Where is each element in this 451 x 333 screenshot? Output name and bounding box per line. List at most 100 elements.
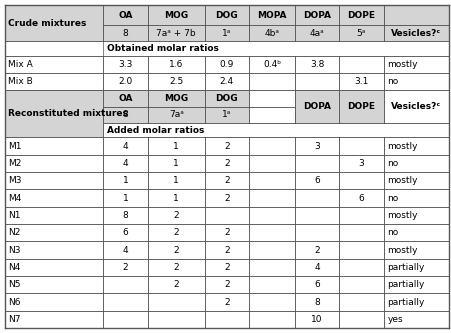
Bar bbox=[384, 5, 449, 25]
Bar bbox=[339, 25, 384, 41]
Text: 4bᵃ: 4bᵃ bbox=[264, 29, 280, 38]
Bar bbox=[5, 123, 103, 138]
Text: Reconstituted mixtures: Reconstituted mixtures bbox=[8, 110, 128, 119]
Text: 2: 2 bbox=[174, 228, 179, 237]
Text: Mix A: Mix A bbox=[8, 60, 33, 69]
Bar bbox=[295, 25, 339, 41]
Text: mostly: mostly bbox=[387, 142, 418, 151]
Bar bbox=[339, 5, 384, 25]
Text: N4: N4 bbox=[8, 263, 20, 272]
Text: partially: partially bbox=[387, 297, 424, 306]
Text: 2: 2 bbox=[224, 176, 230, 185]
Text: mostly: mostly bbox=[387, 211, 418, 220]
Bar bbox=[295, 91, 339, 123]
Text: 2: 2 bbox=[224, 245, 230, 254]
Bar bbox=[103, 91, 148, 107]
Text: N5: N5 bbox=[8, 280, 21, 289]
Text: Crude mixtures: Crude mixtures bbox=[8, 19, 87, 28]
Text: OA: OA bbox=[118, 94, 133, 103]
Bar bbox=[5, 91, 103, 138]
Text: partially: partially bbox=[387, 280, 424, 289]
Bar bbox=[103, 107, 148, 123]
Text: 1: 1 bbox=[173, 193, 179, 202]
Text: DOPA: DOPA bbox=[303, 102, 331, 111]
Text: mostly: mostly bbox=[387, 60, 418, 69]
Text: mostly: mostly bbox=[387, 176, 418, 185]
Text: DOPE: DOPE bbox=[347, 11, 375, 20]
Text: 2.5: 2.5 bbox=[169, 77, 184, 86]
Text: 1: 1 bbox=[173, 159, 179, 168]
Text: Vesicles?ᶜ: Vesicles?ᶜ bbox=[391, 29, 441, 38]
Text: 2.0: 2.0 bbox=[119, 77, 133, 86]
Text: 10: 10 bbox=[311, 315, 323, 324]
Text: 3.1: 3.1 bbox=[354, 77, 368, 86]
Text: 4aᵃ: 4aᵃ bbox=[310, 29, 324, 38]
Text: N3: N3 bbox=[8, 245, 21, 254]
Text: 0.4ᵇ: 0.4ᵇ bbox=[263, 60, 281, 69]
Text: 4: 4 bbox=[314, 263, 320, 272]
Text: 2: 2 bbox=[224, 297, 230, 306]
Text: no: no bbox=[387, 228, 399, 237]
Text: 2: 2 bbox=[314, 245, 320, 254]
Bar bbox=[148, 5, 205, 25]
Text: 7aᵃ + 7b: 7aᵃ + 7b bbox=[156, 29, 196, 38]
Bar bbox=[148, 25, 205, 41]
Text: N7: N7 bbox=[8, 315, 21, 324]
Text: no: no bbox=[387, 77, 399, 86]
Text: 3: 3 bbox=[314, 142, 320, 151]
Text: N2: N2 bbox=[8, 228, 20, 237]
Text: Added molar ratios: Added molar ratios bbox=[107, 126, 204, 135]
Text: partially: partially bbox=[387, 263, 424, 272]
Text: N1: N1 bbox=[8, 211, 21, 220]
Bar bbox=[249, 5, 295, 25]
Bar bbox=[148, 107, 205, 123]
Text: DOPA: DOPA bbox=[303, 11, 331, 20]
Text: MOG: MOG bbox=[164, 94, 188, 103]
Text: 2.4: 2.4 bbox=[220, 77, 234, 86]
Bar bbox=[384, 25, 449, 41]
Bar bbox=[205, 91, 249, 107]
Text: 0.9: 0.9 bbox=[220, 60, 234, 69]
Text: N6: N6 bbox=[8, 297, 21, 306]
Bar bbox=[339, 91, 384, 123]
Text: DOG: DOG bbox=[216, 11, 238, 20]
Bar bbox=[205, 25, 249, 41]
Text: M4: M4 bbox=[8, 193, 22, 202]
Text: 2: 2 bbox=[174, 263, 179, 272]
Text: DOPE: DOPE bbox=[347, 102, 375, 111]
Text: M1: M1 bbox=[8, 142, 22, 151]
Text: MOPA: MOPA bbox=[257, 11, 287, 20]
Text: no: no bbox=[387, 159, 399, 168]
Text: 2: 2 bbox=[174, 211, 179, 220]
Bar bbox=[295, 5, 339, 25]
Text: 3.8: 3.8 bbox=[310, 60, 324, 69]
Text: 1ᵃ: 1ᵃ bbox=[222, 110, 231, 119]
Text: 2: 2 bbox=[174, 280, 179, 289]
Text: 5ᵃ: 5ᵃ bbox=[357, 29, 366, 38]
Text: 1: 1 bbox=[173, 176, 179, 185]
Text: 1: 1 bbox=[173, 142, 179, 151]
Text: 7aᵃ: 7aᵃ bbox=[169, 110, 184, 119]
Text: yes: yes bbox=[387, 315, 403, 324]
Text: 3: 3 bbox=[359, 159, 364, 168]
Text: M3: M3 bbox=[8, 176, 22, 185]
Text: 2: 2 bbox=[224, 142, 230, 151]
Text: 4: 4 bbox=[123, 142, 129, 151]
Text: 4: 4 bbox=[123, 159, 129, 168]
Text: mostly: mostly bbox=[387, 245, 418, 254]
Text: Vesicles?ᶜ: Vesicles?ᶜ bbox=[391, 102, 441, 111]
Text: 8: 8 bbox=[123, 211, 129, 220]
Text: 2: 2 bbox=[224, 193, 230, 202]
Text: 6: 6 bbox=[314, 176, 320, 185]
Text: 1.6: 1.6 bbox=[169, 60, 184, 69]
Text: MOG: MOG bbox=[164, 11, 188, 20]
Text: 8: 8 bbox=[314, 297, 320, 306]
Bar bbox=[5, 5, 103, 41]
Text: 1ᵃ: 1ᵃ bbox=[222, 29, 231, 38]
Text: 2: 2 bbox=[123, 263, 129, 272]
Text: M2: M2 bbox=[8, 159, 22, 168]
Bar bbox=[148, 91, 205, 107]
Bar bbox=[103, 25, 148, 41]
Text: 2: 2 bbox=[224, 280, 230, 289]
Text: 2: 2 bbox=[224, 263, 230, 272]
